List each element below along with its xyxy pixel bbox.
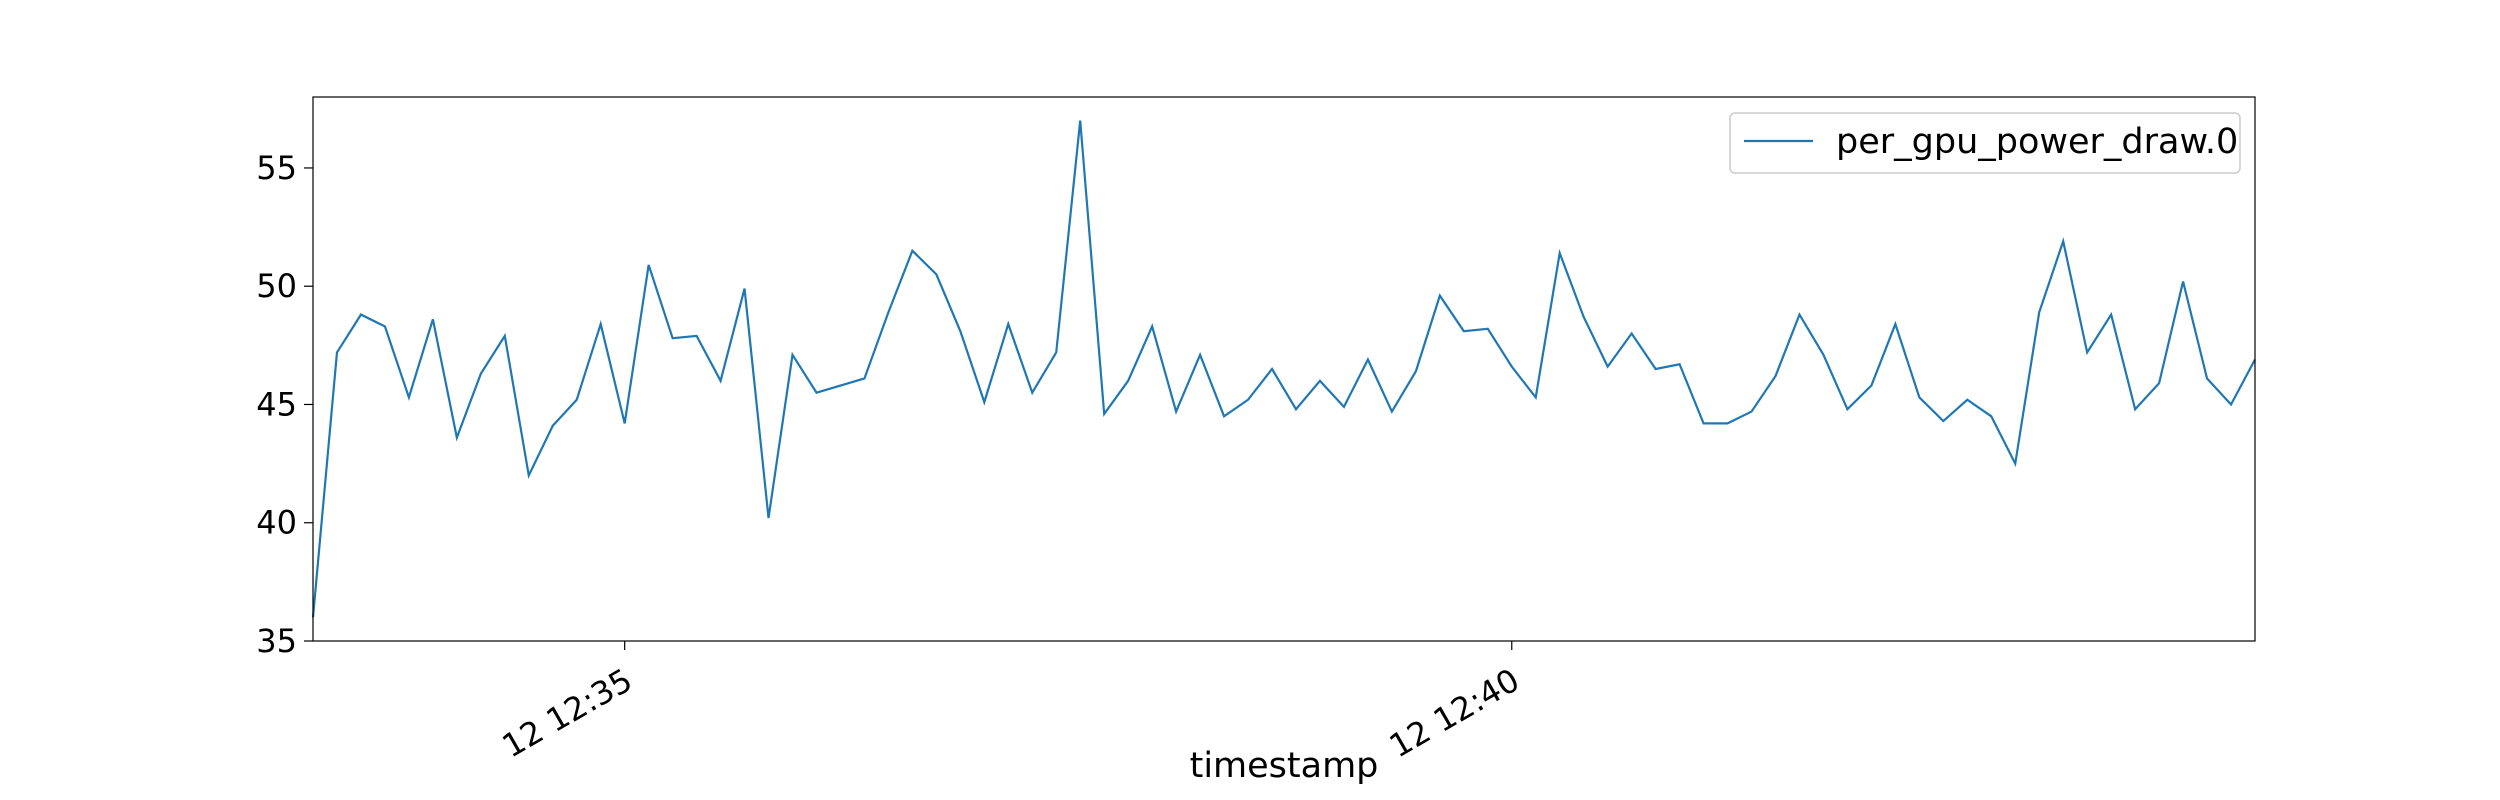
y-tick-label: 55 [256,149,297,187]
y-tick-label: 40 [256,504,297,542]
series-line-per-gpu-power-draw-0 [311,120,2256,618]
y-axis-ticks: 35 40 45 50 55 [256,149,313,660]
plot-frame [312,96,2256,642]
y-tick-label: 35 [256,622,297,660]
x-axis-label: timestamp [1190,746,1379,786]
legend-label: per_gpu_power_draw.0 [1836,122,2238,162]
legend-box [1729,112,2241,174]
y-tick-label: 45 [256,385,297,423]
x-tick-label: 12 12:40 [1383,661,1526,765]
legend: per_gpu_power_draw.0 [1729,112,2241,174]
plot-area [313,97,2255,641]
x-tick-label: 12 12:35 [496,661,639,765]
y-tick-label: 50 [256,267,297,305]
